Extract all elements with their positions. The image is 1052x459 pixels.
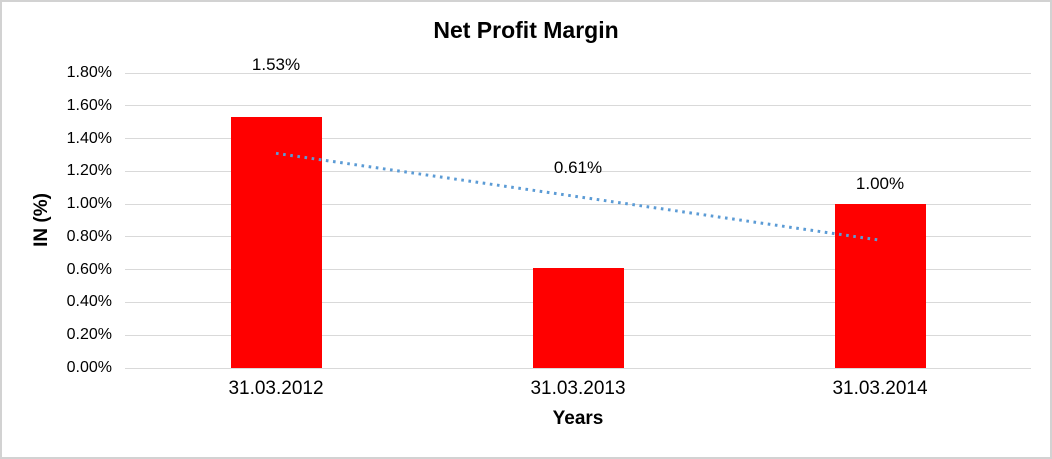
- bar: [834, 204, 926, 368]
- gridline: [125, 72, 1031, 74]
- bar-data-label: 1.00%: [855, 174, 905, 194]
- bar-data-label: 1.53%: [251, 54, 301, 74]
- bar-data-label: 0.61%: [553, 158, 603, 178]
- bar: [532, 268, 624, 368]
- y-tick-label: 1.00%: [66, 195, 112, 213]
- y-axis-title: IN (%): [31, 193, 52, 247]
- gridline: [125, 367, 1031, 369]
- y-tick-label: 1.20%: [66, 162, 112, 180]
- y-tick-label: 0.20%: [66, 326, 112, 344]
- chart-title: Net Profit Margin: [433, 17, 619, 43]
- y-tick-label: 0.40%: [66, 293, 112, 311]
- y-tick-label: 1.60%: [66, 96, 112, 114]
- x-axis-title: Years: [552, 408, 604, 429]
- y-tick-label: 0.00%: [66, 359, 112, 376]
- y-tick-label: 1.80%: [66, 64, 112, 81]
- x-tick-label: 31.03.2013: [530, 378, 626, 399]
- y-tick-label: 0.60%: [66, 260, 112, 278]
- bar: [230, 117, 322, 368]
- y-tick-label: 0.80%: [66, 227, 112, 245]
- y-tick-label: 1.40%: [66, 129, 112, 147]
- x-tick-label: 31.03.2012: [228, 378, 324, 399]
- x-tick-label: 31.03.2014: [832, 378, 928, 399]
- gridline: [125, 138, 1031, 140]
- gridline: [125, 105, 1031, 107]
